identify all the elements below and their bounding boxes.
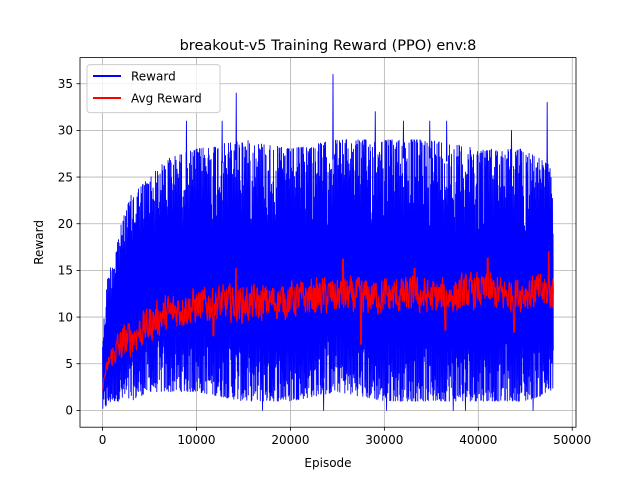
y-tick-label: 10	[58, 310, 73, 324]
x-tick-label: 10000	[177, 433, 215, 447]
x-axis: 0 10000 20000 30000 40000 50000	[99, 427, 591, 447]
y-axis: 0 5 10 15 20 25 30 35	[58, 77, 80, 418]
legend-label-reward: Reward	[131, 69, 176, 83]
y-tick-label: 25	[58, 170, 73, 184]
x-tick-label: 30000	[365, 433, 403, 447]
x-tick-label: 20000	[271, 433, 309, 447]
y-tick-label: 35	[58, 77, 73, 91]
y-tick-label: 0	[65, 404, 73, 418]
x-axis-label: Episode	[304, 456, 351, 470]
legend-label-avg-reward: Avg Reward	[131, 91, 202, 105]
y-tick-label: 15	[58, 264, 73, 278]
x-tick-label: 0	[99, 433, 107, 447]
x-tick-label: 40000	[459, 433, 497, 447]
y-axis-label: Reward	[32, 220, 46, 265]
series-reward-line	[102, 73, 554, 411]
legend: Reward Avg Reward	[86, 64, 221, 114]
series-avg-reward-line	[101, 251, 554, 391]
y-tick-label: 30	[58, 124, 73, 138]
plot-frame	[79, 57, 577, 428]
chart-title: breakout-v5 Training Reward (PPO) env:8	[180, 38, 477, 54]
x-tick-label: 50000	[553, 433, 591, 447]
y-tick-label: 5	[65, 357, 73, 371]
y-tick-label: 20	[58, 217, 73, 231]
